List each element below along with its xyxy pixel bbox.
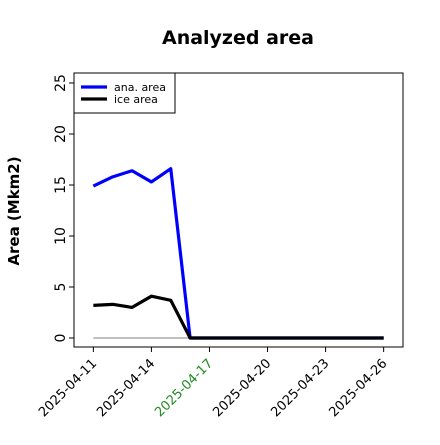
x-tick-label: 2025-04-17 xyxy=(152,356,216,420)
y-tick-label: 25 xyxy=(53,74,69,92)
y-axis-label: Area (Mkm2) xyxy=(5,156,23,265)
legend-box xyxy=(73,72,176,114)
x-tick-label: 2025-04-23 xyxy=(268,356,332,420)
y-tick-label: 5 xyxy=(53,283,69,292)
x-tick-label: 2025-04-11 xyxy=(36,356,100,420)
y-tick-label: 0 xyxy=(53,334,69,343)
y-tick-label: 20 xyxy=(53,125,69,143)
x-tick-label: 2025-04-20 xyxy=(210,356,274,420)
plot-area xyxy=(92,167,384,340)
chart-title: Analyzed area xyxy=(162,27,314,49)
x-tick-label: 2025-04-26 xyxy=(326,356,390,420)
series-line-ana-area xyxy=(92,167,384,340)
legend-entry-label: ice area xyxy=(114,93,158,106)
plot-frame xyxy=(73,72,404,348)
y-tick-label: 15 xyxy=(53,176,69,194)
axes: 0 5 10 15 20 25 2025-04-112025-04-142025-04-17… xyxy=(36,74,390,420)
y-tick-label: 10 xyxy=(53,227,69,245)
x-tick-label: 2025-04-14 xyxy=(94,356,158,420)
legend-entry-label: ana. area xyxy=(114,81,166,94)
series-line-ice-area xyxy=(93,294,384,340)
